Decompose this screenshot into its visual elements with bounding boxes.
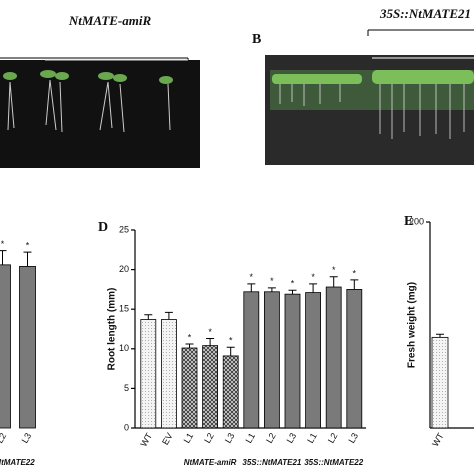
error-bar — [309, 283, 318, 293]
bar — [305, 292, 322, 429]
x-tick-label: L3 — [346, 431, 360, 445]
x-tick-label: L2 — [264, 431, 278, 445]
photo-title: NtMATE-amiR — [68, 13, 152, 28]
photo-label: EV — [326, 36, 345, 51]
error-bar — [0, 250, 7, 265]
x-tick-label: L1 — [243, 431, 257, 445]
y-tick-label: 25 — [119, 224, 129, 234]
bar — [202, 345, 219, 429]
photo-label: L1 — [377, 36, 392, 51]
x-tick-label: L1 — [182, 431, 196, 445]
error-bar — [436, 333, 444, 338]
significance-marker: * — [1, 239, 5, 249]
bar — [0, 264, 11, 429]
x-tick-label: L3 — [285, 431, 299, 445]
y-tick-label: 10 — [119, 343, 129, 353]
significance-marker: * — [208, 327, 212, 337]
group-label: NtMATE22 — [0, 458, 35, 467]
leaves — [3, 70, 173, 84]
x-tick-label: L1 — [305, 431, 319, 445]
significance-marker: * — [250, 272, 254, 282]
photo-label: L2 — [429, 36, 444, 51]
significance-marker: * — [311, 272, 315, 282]
x-tick-label: L2 — [202, 431, 216, 445]
error-bar — [350, 279, 359, 290]
y-tick-label: 20 — [119, 264, 129, 274]
x-tick-label: L2 — [326, 431, 340, 445]
significance-marker: * — [188, 332, 192, 342]
photo-label: WT — [277, 36, 299, 51]
bar — [284, 293, 301, 429]
bar — [325, 286, 342, 429]
y-axis-label: Root length (mm) — [107, 288, 118, 371]
error-bar — [288, 289, 297, 295]
bar — [243, 291, 260, 429]
bar — [431, 336, 449, 429]
error-bar — [23, 251, 32, 267]
significance-marker: * — [229, 336, 233, 346]
significance-marker: * — [270, 276, 274, 286]
y-tick-label: 200 — [409, 216, 424, 226]
x-tick-label: WT — [430, 431, 446, 449]
error-bar — [185, 343, 194, 349]
y-tick-label: 15 — [119, 304, 129, 314]
y-axis-label: Fresh weight (mg) — [407, 282, 418, 368]
seedlings — [279, 84, 465, 139]
photo-title: 35S::NtMATE21 — [379, 6, 471, 21]
seedlings — [7, 79, 171, 133]
error-bar — [267, 287, 276, 292]
group-label: 35S::NtMATE21 — [242, 458, 302, 467]
error-bar — [144, 314, 153, 320]
bar — [19, 266, 36, 429]
significance-marker: * — [353, 268, 357, 278]
x-tick-label: EV — [160, 431, 175, 446]
bar — [263, 291, 280, 429]
error-bar — [329, 276, 338, 288]
bar — [222, 355, 239, 429]
panel-letter: D — [98, 220, 108, 235]
error-bar — [247, 283, 256, 292]
x-tick-label: WT — [138, 431, 154, 449]
error-bar — [206, 338, 215, 346]
bar — [140, 319, 157, 429]
significance-marker: * — [26, 241, 30, 251]
y-tick-label: 0 — [124, 422, 129, 432]
x-tick-label: L3 — [20, 431, 34, 445]
significance-marker: * — [291, 279, 295, 289]
error-bar — [226, 346, 235, 356]
error-bar — [164, 311, 173, 320]
photo-label: L3 — [117, 36, 133, 51]
panel-letter: E — [404, 214, 413, 229]
x-tick-label: L2 — [0, 431, 8, 445]
bar — [160, 319, 177, 429]
bar — [346, 288, 363, 429]
leaves — [272, 70, 474, 84]
y-tick-label: 5 — [124, 383, 129, 393]
bar — [181, 347, 198, 429]
photo-label: L2 — [47, 36, 62, 51]
group-label: NtMATE-amiR — [184, 458, 237, 467]
significance-marker: * — [332, 265, 336, 275]
panel-letter: B — [252, 32, 261, 47]
x-tick-label: L3 — [223, 431, 237, 445]
group-label: 35S::NtMATE22 — [304, 458, 364, 467]
